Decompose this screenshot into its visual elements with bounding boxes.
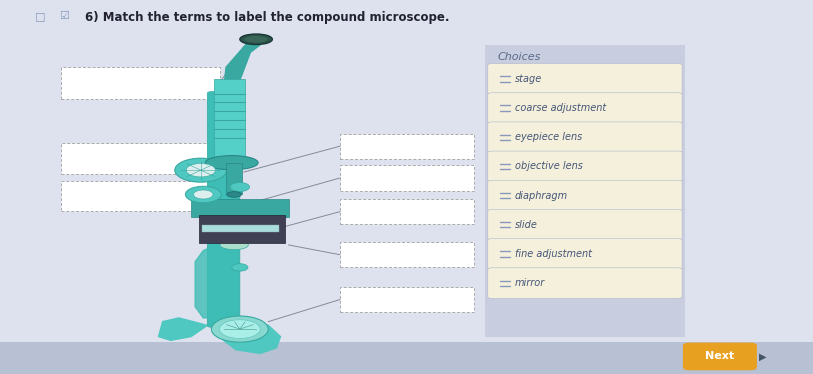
Text: coarse adjustment: coarse adjustment: [515, 103, 606, 113]
Circle shape: [175, 158, 227, 182]
Ellipse shape: [205, 156, 258, 170]
Polygon shape: [195, 247, 236, 325]
FancyBboxPatch shape: [488, 64, 682, 94]
Bar: [202, 225, 279, 232]
Text: ☑: ☑: [59, 11, 69, 21]
Bar: [340, 242, 474, 267]
FancyBboxPatch shape: [488, 122, 682, 153]
Ellipse shape: [211, 316, 268, 342]
Text: 6) Match the terms to label the compound microscope.: 6) Match the terms to label the compound…: [85, 11, 450, 24]
Circle shape: [232, 264, 248, 271]
Bar: [340, 287, 474, 312]
Ellipse shape: [240, 34, 272, 45]
Text: mirror: mirror: [515, 278, 545, 288]
Text: Next: Next: [706, 352, 734, 361]
FancyBboxPatch shape: [488, 268, 682, 298]
Bar: [61, 143, 220, 174]
Text: objective lens: objective lens: [515, 162, 582, 171]
Text: fine adjustment: fine adjustment: [515, 249, 592, 259]
Bar: [0, 342, 813, 374]
FancyBboxPatch shape: [207, 92, 240, 327]
Polygon shape: [218, 37, 260, 138]
Polygon shape: [159, 318, 207, 340]
Bar: [61, 67, 220, 99]
Text: Choices: Choices: [498, 52, 541, 62]
FancyBboxPatch shape: [488, 209, 682, 240]
FancyBboxPatch shape: [191, 199, 289, 217]
Polygon shape: [220, 322, 280, 353]
Circle shape: [185, 186, 221, 203]
Circle shape: [193, 190, 213, 199]
Bar: [214, 79, 245, 161]
Text: diaphragm: diaphragm: [515, 191, 567, 200]
Circle shape: [230, 183, 250, 191]
FancyBboxPatch shape: [488, 93, 682, 123]
Ellipse shape: [220, 240, 248, 250]
Bar: [61, 181, 220, 211]
Circle shape: [186, 163, 215, 177]
FancyBboxPatch shape: [683, 343, 757, 370]
Text: ▶: ▶: [759, 352, 766, 361]
Bar: [340, 165, 474, 191]
Ellipse shape: [220, 320, 260, 338]
FancyBboxPatch shape: [488, 239, 682, 269]
Text: stage: stage: [515, 74, 542, 84]
Bar: [226, 163, 242, 194]
FancyBboxPatch shape: [488, 180, 682, 211]
Bar: [340, 134, 474, 159]
Text: slide: slide: [515, 220, 537, 230]
FancyBboxPatch shape: [488, 151, 682, 182]
Ellipse shape: [227, 192, 241, 197]
Text: eyepiece lens: eyepiece lens: [515, 132, 582, 142]
FancyBboxPatch shape: [485, 45, 685, 337]
Text: □: □: [35, 11, 46, 21]
Bar: [340, 199, 474, 224]
Ellipse shape: [245, 36, 267, 43]
FancyBboxPatch shape: [199, 215, 285, 243]
